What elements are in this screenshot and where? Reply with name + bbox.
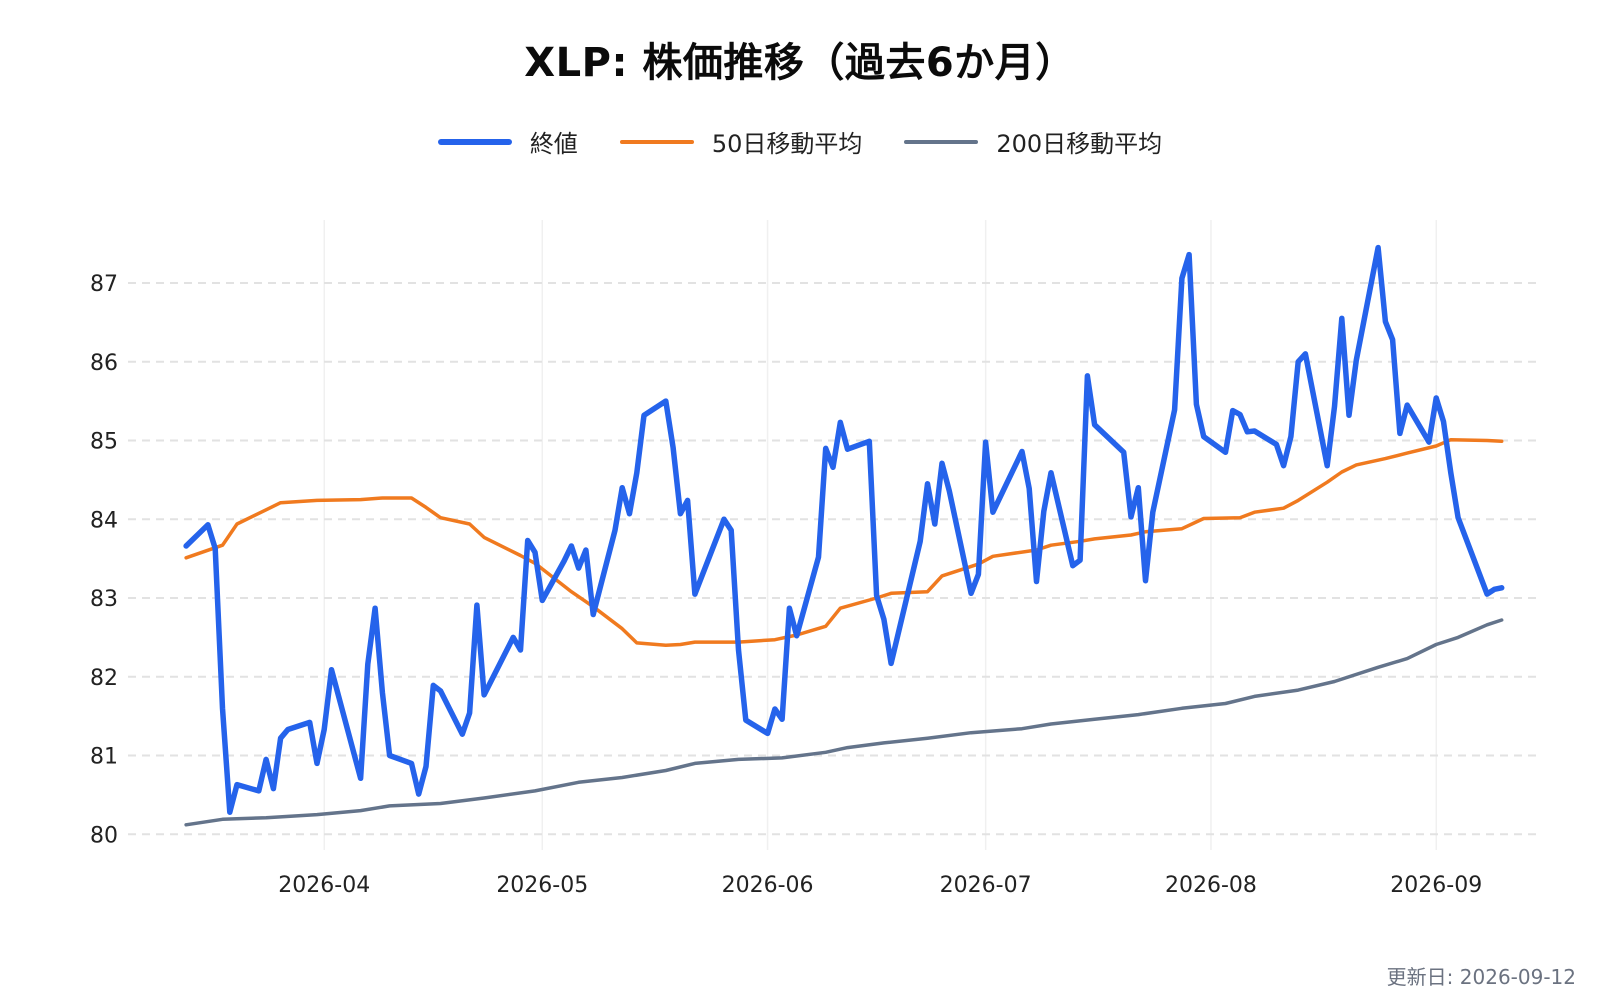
x-tick-label: 2026-05 xyxy=(496,873,588,898)
legend: 終値 50日移動平均 200日移動平均 xyxy=(0,124,1600,159)
legend-label-ma50: 50日移動平均 xyxy=(711,130,863,158)
grid xyxy=(128,220,1538,850)
update-date: 更新日: 2026-09-12 xyxy=(1386,965,1576,989)
ma50-line xyxy=(184,437,1504,647)
y-tick-label: 86 xyxy=(90,351,118,376)
legend-swatch-close xyxy=(437,138,512,145)
close-price-line xyxy=(183,244,1505,815)
legend-label-close: 終値 xyxy=(529,130,578,158)
legend-label-ma200: 200日移動平均 xyxy=(996,130,1163,158)
y-tick-label: 85 xyxy=(90,430,118,455)
x-tick-label: 2026-06 xyxy=(722,873,814,898)
x-tick-label: 2026-07 xyxy=(940,873,1032,898)
x-tick-label: 2026-08 xyxy=(1165,873,1257,898)
chart-title: XLP: 株価推移（過去6か月） xyxy=(524,40,1076,86)
legend-swatch-ma50 xyxy=(619,139,694,144)
legend-item-close: 終値 xyxy=(437,124,578,159)
y-tick-label: 84 xyxy=(90,508,118,533)
axis-ticks: 2026-04 2026-05 2026-06 2026-07 2026-08 2026-… xyxy=(90,272,1482,898)
legend-item-ma50: 50日移動平均 xyxy=(619,124,863,159)
y-tick-label: 81 xyxy=(90,745,118,770)
series-lines xyxy=(183,244,1505,827)
y-tick-label: 83 xyxy=(90,587,118,612)
x-tick-label: 2026-09 xyxy=(1390,873,1482,898)
y-tick-label: 82 xyxy=(90,666,118,691)
ma200-line xyxy=(184,618,1504,827)
y-tick-label: 87 xyxy=(90,272,118,297)
x-tick-label: 2026-04 xyxy=(278,873,370,898)
y-tick-label: 80 xyxy=(90,823,118,848)
legend-item-ma200: 200日移動平均 xyxy=(904,124,1162,159)
legend-swatch-ma200 xyxy=(904,139,979,144)
